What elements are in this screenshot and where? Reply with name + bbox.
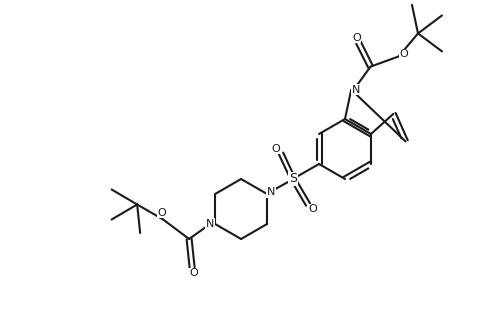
Text: O: O [399, 49, 408, 60]
Text: O: O [272, 144, 281, 153]
Text: O: O [190, 268, 199, 279]
Text: S: S [289, 173, 297, 185]
Text: N: N [206, 219, 214, 229]
Text: N: N [267, 187, 275, 197]
Text: O: O [309, 204, 318, 215]
Text: O: O [352, 33, 361, 43]
Text: N: N [352, 85, 361, 95]
Text: O: O [158, 208, 166, 217]
